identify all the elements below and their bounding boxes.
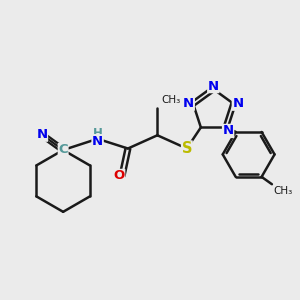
Text: N: N (232, 97, 243, 110)
Text: H: H (93, 127, 103, 140)
Text: S: S (182, 141, 192, 156)
Text: N: N (208, 80, 219, 93)
Text: CH₃: CH₃ (273, 186, 292, 196)
Text: CH₃: CH₃ (162, 95, 181, 105)
Text: N: N (183, 97, 194, 110)
Text: N: N (223, 124, 234, 137)
Text: O: O (113, 169, 125, 182)
Text: N: N (36, 128, 47, 141)
Text: C: C (58, 143, 68, 157)
Text: N: N (92, 135, 103, 148)
